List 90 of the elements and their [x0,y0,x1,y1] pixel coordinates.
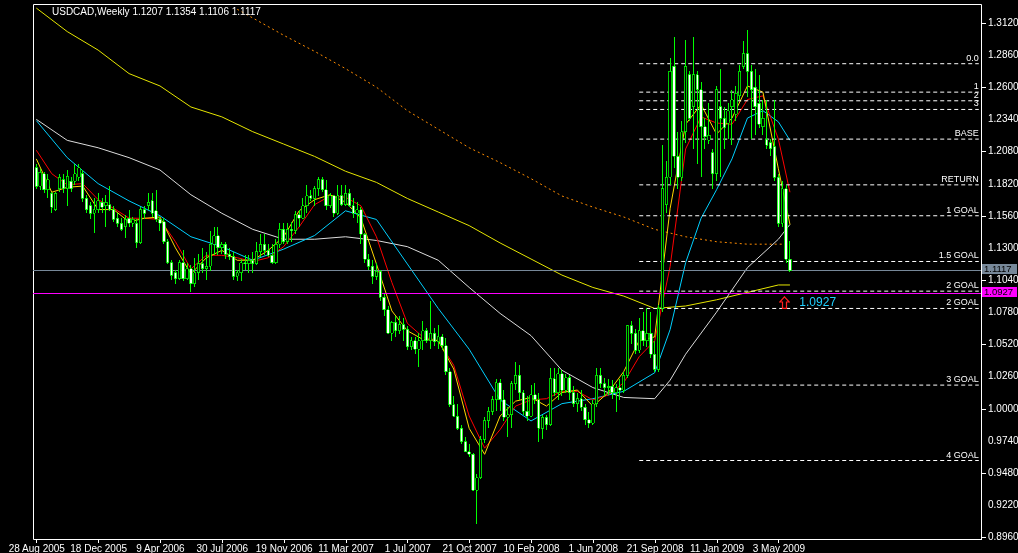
x-tick-label: 28 Aug 2005 [8,542,66,553]
candlestick [564,373,568,394]
candlestick [394,315,398,338]
y-tick-label: 1.1560 [988,209,1018,221]
candlestick [42,171,46,194]
candlestick [57,173,62,193]
x-tick-label: 11 Mar 2007 [318,542,375,553]
x-tick-label: 3 May 2009 [752,542,806,553]
y-tick-label: 1.1820 [988,177,1018,189]
annotation: 2 [973,89,979,100]
x-tick-label: 9 Apr 2006 [136,542,186,553]
candlestick [200,247,205,274]
annotation: 3 GOAL [946,374,979,385]
candlestick [633,328,637,355]
annotation: 1.0927 [799,295,837,309]
candlestick [556,367,560,401]
annotation: 2 GOAL [946,280,979,291]
y-tick-label: 0.9740 [988,434,1018,446]
x-tick-label: 10 Feb 2008 [503,542,561,553]
candlestick [270,243,274,265]
y-tick-label: 1.2080 [988,145,1018,157]
candlestick [123,214,127,239]
y-tick-label: 0.9220 [988,499,1018,511]
ref-line-label: 1.0927 [984,286,1014,298]
candlestick [247,254,251,274]
candlestick [38,168,42,191]
candlestick [324,179,328,211]
annotation: 3 [973,98,979,109]
candlestick [54,191,58,212]
candlestick [243,254,247,271]
candlestick [65,169,69,207]
candlestick [262,233,266,256]
x-tick-label: 19 Nov 2006 [255,542,313,553]
candlestick [641,311,645,347]
x-tick-label: 21 Oct 2007 [442,542,498,553]
candlestick [297,209,301,228]
y-tick-label: 1.2340 [988,113,1018,125]
candlestick [197,253,201,281]
candlestick [216,226,220,256]
y-tick-label: 1.2600 [988,81,1018,93]
candlestick [741,40,746,70]
annotation: 1 GOAL [946,204,979,215]
y-tick-label: 0.9480 [988,466,1018,478]
chart-title: USDCAD,Weekly 1.1207 1.1354 1.1106 1.1117 [52,6,262,17]
candlestick [614,383,618,413]
line-series [35,7,791,309]
y-tick-label: 1.0260 [988,370,1018,382]
candlestick [181,249,185,282]
annotation: RETURN [941,173,979,184]
y-tick-label: 1.0520 [988,338,1018,350]
candlestick [285,222,290,245]
y-tick-label: 1.3120 [988,16,1018,28]
candlestick [61,173,65,194]
y-tick-label: 0.8960 [988,531,1018,543]
annotation: BASE [954,128,979,139]
annotation: 1.5 GOAL [938,250,979,261]
x-tick-label: 18 Dec 2005 [70,542,128,553]
y-tick-label: 1.1300 [988,241,1018,253]
candlestick [560,369,564,397]
candlestick [575,392,579,413]
candlestick [707,102,711,145]
y-tick-label: 1.0000 [988,402,1018,414]
candlestick [150,193,154,218]
x-tick-label: 11 Jan 2009 [689,542,745,553]
y-tick-label: 1.0780 [988,306,1018,318]
ref-line-label: 1.1117 [984,263,1012,275]
candlestick [529,384,533,418]
candlestick [351,197,355,219]
y-tick-label: 1.2860 [988,49,1018,61]
candlestick [618,378,622,401]
annotation: 1 [973,81,979,92]
y-tick-label: 1.1040 [988,274,1018,286]
x-tick-label: 30 Jul 2006 [196,542,249,553]
x-tick-label: 1 Jun 2008 [568,542,619,553]
x-tick-label: 21 Sep 2008 [626,542,684,553]
candlestick [494,378,498,412]
candlestick [193,257,197,288]
annotation: 4 GOAL [946,449,979,460]
candlestick [730,89,734,146]
candlestick [92,197,96,234]
candlestick [398,315,402,335]
candlestick [251,251,255,274]
candlestick [239,258,243,282]
annotation: 2 GOAL [946,297,979,308]
annotation: 0.0 [966,52,979,63]
candlestick [282,222,286,245]
candlestick [177,259,181,281]
candlestick [336,184,340,216]
candlestick [436,324,440,350]
x-tick-label: 1 Jul 2007 [384,542,432,553]
